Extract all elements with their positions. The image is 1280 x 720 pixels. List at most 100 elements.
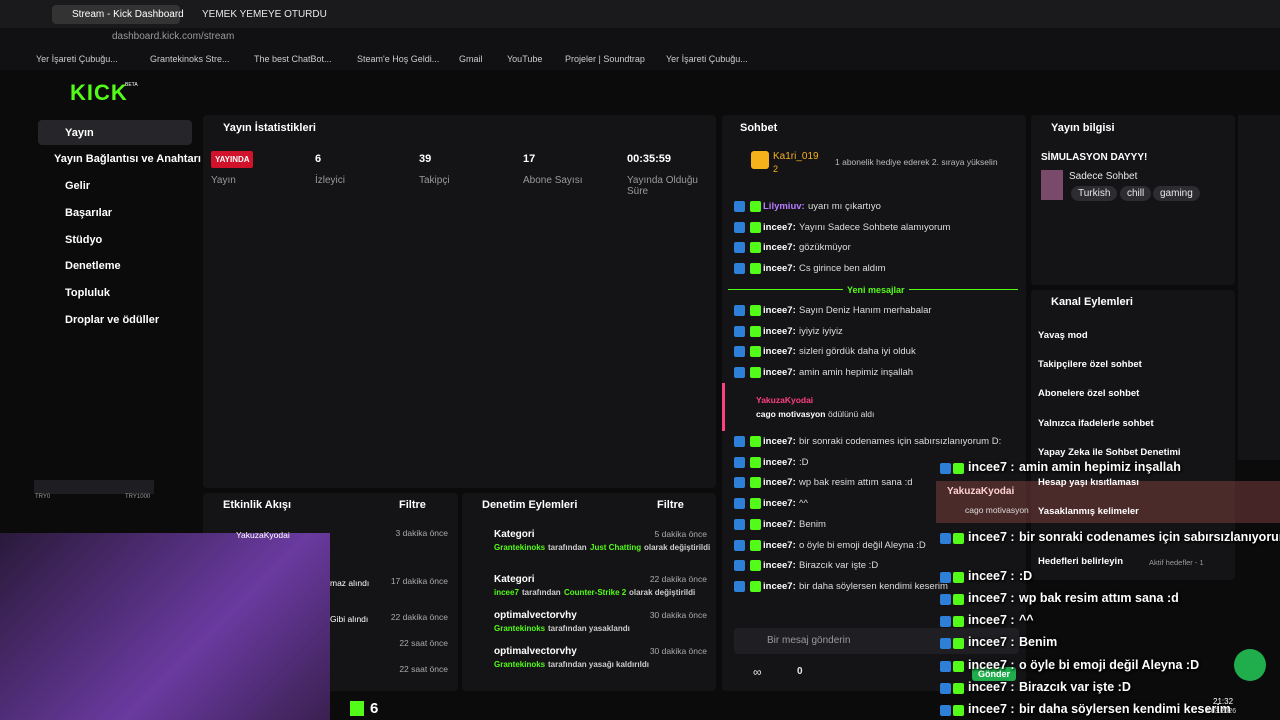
chat-input[interactable] bbox=[734, 628, 1019, 654]
overlay-badge bbox=[953, 594, 964, 605]
panel-title: Yayın İstatistikleri bbox=[223, 122, 316, 134]
action-item: Hedefleri belirleyin bbox=[1038, 556, 1124, 567]
live-badge bbox=[211, 151, 253, 168]
bookmark: Yer İşareti Çubuğu... bbox=[666, 54, 748, 64]
mod-time: 5 dakika önce bbox=[654, 529, 707, 539]
nav-item: Yayın Bağlantısı ve Anahtarı bbox=[54, 153, 201, 165]
overlay-badge bbox=[953, 616, 964, 627]
nav-item: Stüdyo bbox=[65, 234, 103, 246]
mod-time: 30 dakika önce bbox=[649, 610, 707, 620]
category-thumb bbox=[1041, 170, 1063, 200]
kick-header bbox=[0, 70, 1280, 114]
overlay-badge bbox=[953, 683, 964, 694]
mod-by: Grantekinoks bbox=[494, 660, 546, 669]
badge bbox=[734, 263, 745, 275]
badge bbox=[750, 477, 761, 489]
filter-button: Filtre bbox=[657, 499, 684, 511]
graph-label: TRY0 bbox=[35, 494, 51, 500]
rank-badge bbox=[751, 151, 769, 169]
footer-count: 0 bbox=[797, 666, 803, 677]
badge bbox=[750, 201, 761, 212]
stat-label: Takipçi bbox=[419, 175, 450, 186]
action-item: Yapay Zeka ile Sohbet Denetimi bbox=[1038, 447, 1181, 458]
overlay-text: ^^ bbox=[1019, 613, 1034, 627]
overlay-text: wp bak resim attım sana :d bbox=[1019, 591, 1179, 605]
overlay-badge bbox=[940, 572, 951, 583]
mod-by: incee7 bbox=[494, 588, 519, 597]
chat-text: bir sonraki codenames için sabırsızlanıy… bbox=[799, 436, 1002, 447]
moderation-panel bbox=[462, 493, 716, 691]
chat-user: incee7: bbox=[763, 580, 796, 592]
overlay-badge bbox=[940, 463, 951, 474]
stats-panel bbox=[203, 115, 716, 488]
mod-target: Counter-Strike 2 bbox=[564, 588, 627, 597]
fab[interactable] bbox=[1234, 649, 1266, 681]
overlay-text: amin amin hepimiz inşallah bbox=[1019, 460, 1181, 474]
chat-user: incee7: bbox=[763, 305, 796, 316]
badge bbox=[734, 539, 745, 551]
kick-k bbox=[350, 701, 364, 716]
chat-user: incee7: bbox=[763, 477, 796, 489]
overlay-badge bbox=[940, 683, 951, 694]
stat-value: 39 bbox=[419, 153, 432, 165]
badge bbox=[750, 367, 761, 379]
active-tab[interactable] bbox=[52, 5, 180, 24]
nav-item: Başarılar bbox=[65, 207, 113, 219]
clock: 21:32 bbox=[1213, 697, 1234, 706]
action-item: Hesap yaşı kısıtlaması bbox=[1038, 477, 1139, 488]
stat-label: Yayında Olduğu Süre bbox=[627, 175, 698, 197]
overlay-text: bir sonraki codenames için sabırsızlanıy… bbox=[1019, 530, 1280, 544]
badge bbox=[734, 498, 745, 510]
reward-bar bbox=[722, 383, 725, 431]
overlay-user: incee7 : bbox=[968, 569, 1015, 583]
stat-label: Yayın bbox=[211, 175, 236, 186]
action-item: Abonelere özel sohbet bbox=[1038, 388, 1140, 399]
chat-user: incee7: bbox=[763, 518, 796, 530]
action-item: Yalnızca ifadelerle sohbet bbox=[1038, 418, 1154, 429]
badge bbox=[750, 242, 761, 254]
overlay-badge bbox=[940, 594, 951, 605]
toolbar bbox=[0, 28, 1280, 70]
reward-item: cago motivasyon bbox=[756, 409, 826, 419]
chat-user: incee7: bbox=[763, 498, 796, 510]
overlay-badge bbox=[940, 705, 951, 716]
stat-label: Abone Sayısı bbox=[523, 175, 583, 186]
chat-text: Sayın Deniz Hanım merhabalar bbox=[799, 305, 932, 316]
chat-text: ^^ bbox=[799, 498, 808, 510]
chat-user: incee7: bbox=[763, 436, 796, 447]
badge bbox=[750, 346, 761, 358]
overlay-reward-item: cago motivasyon bbox=[965, 505, 1029, 515]
badge bbox=[734, 477, 745, 489]
pinned-text: 1 abonelik hediye ederek 2. sıraya yükse… bbox=[835, 157, 998, 167]
activity-time: 22 dakika önce bbox=[390, 612, 448, 622]
tag: Turkish bbox=[1071, 186, 1118, 201]
panel-title: Yayın bilgisi bbox=[1051, 122, 1115, 134]
overlay-text: Birazcık var işte :D bbox=[1019, 680, 1131, 694]
badge bbox=[750, 518, 761, 530]
chat-text: Birazcık var işte :D bbox=[799, 560, 879, 572]
viewer-count: 6 bbox=[370, 700, 379, 717]
activity-time: 17 dakika önce bbox=[390, 576, 448, 586]
badge bbox=[734, 456, 745, 468]
badge bbox=[750, 263, 761, 275]
mini-graph bbox=[34, 480, 154, 494]
overlay-user: incee7 : bbox=[968, 460, 1015, 474]
chat-text: Cs girince ben aldım bbox=[799, 263, 886, 275]
mod-mid: tarafından yasağı kaldırıldı bbox=[548, 660, 649, 669]
actions-panel bbox=[1031, 290, 1235, 580]
activity-time: 3 dakika önce bbox=[395, 528, 448, 538]
badge bbox=[750, 560, 761, 572]
stat-value: 00:35:59 bbox=[627, 153, 672, 165]
overlay-reward bbox=[936, 481, 1280, 523]
chat-text: wp bak resim attım sana :d bbox=[799, 477, 913, 489]
badge bbox=[750, 436, 761, 447]
badge bbox=[750, 498, 761, 510]
badge bbox=[734, 242, 745, 254]
chat-user: incee7: bbox=[763, 221, 796, 233]
icon-rail bbox=[1238, 115, 1280, 460]
mod-title: Kategori bbox=[494, 529, 535, 540]
panel-title: Kanal Eylemleri bbox=[1051, 296, 1133, 308]
overlay-user: incee7 : bbox=[968, 680, 1015, 694]
mod-target: Just Chatting bbox=[590, 543, 642, 552]
